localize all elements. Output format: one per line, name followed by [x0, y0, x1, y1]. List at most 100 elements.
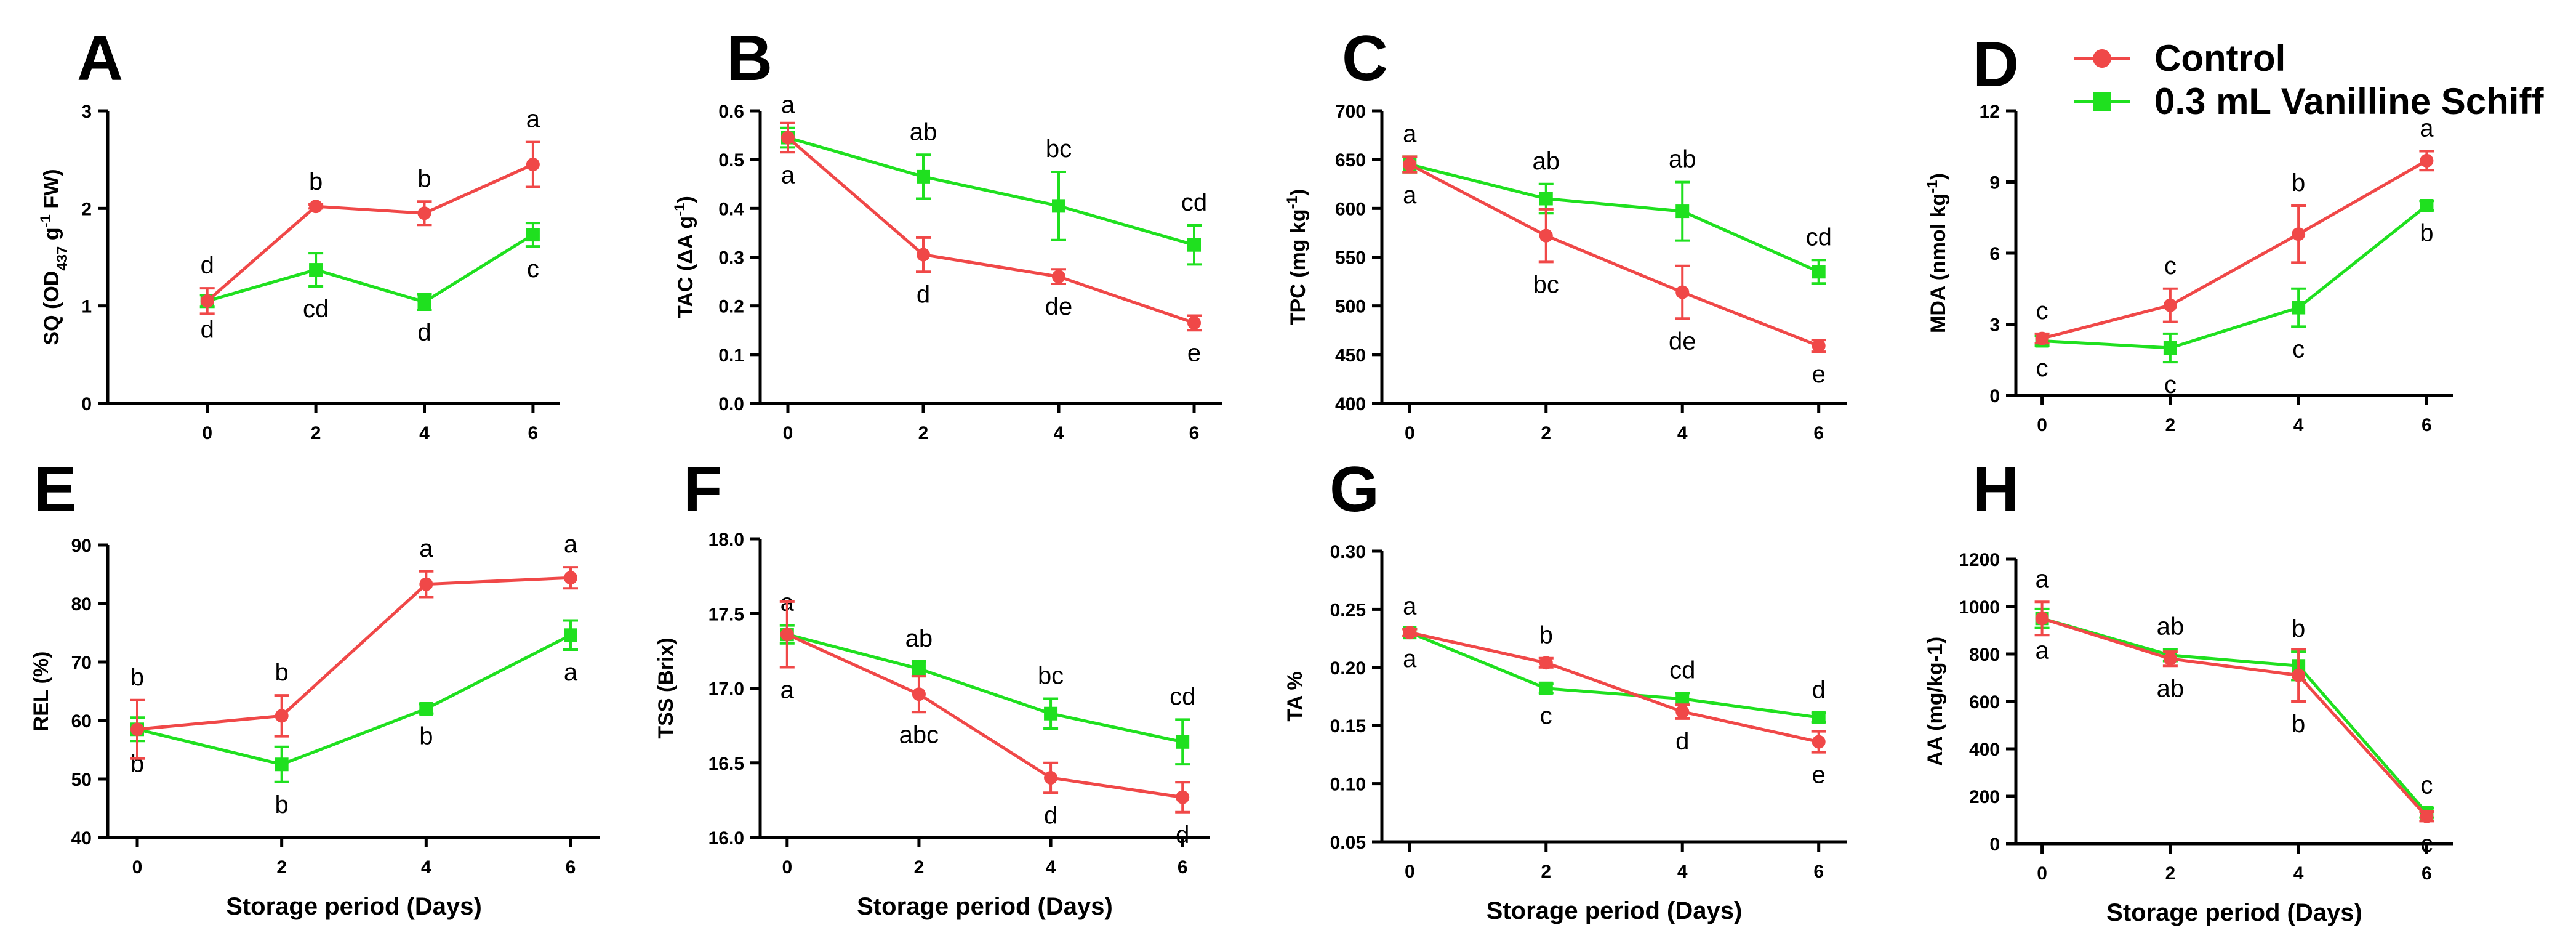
significance-label: b	[417, 165, 431, 192]
data-point	[1176, 735, 1190, 749]
data-point	[2292, 301, 2306, 315]
data-point	[419, 577, 433, 591]
data-point	[1187, 316, 1201, 330]
x-tick-label: 2	[1541, 862, 1551, 882]
series-line	[1409, 631, 1820, 744]
y-tick-label: 50	[71, 770, 92, 790]
panel-letter: A	[77, 23, 123, 94]
data-point	[564, 628, 577, 642]
x-tick-label: 6	[2422, 863, 2432, 884]
data-point	[1187, 238, 1201, 252]
x-tick-label: 2	[276, 857, 287, 878]
data-point	[917, 169, 930, 184]
data-point	[1403, 158, 1417, 172]
significance-label: a	[564, 659, 578, 686]
significance-label: c	[2036, 355, 2048, 382]
series-line	[2041, 159, 2428, 341]
x-tick-label: 2	[2165, 863, 2176, 884]
y-tick-label: 0.3	[718, 248, 744, 269]
data-point	[2035, 331, 2049, 345]
significance-label: a	[2035, 637, 2049, 664]
significance-label: d	[201, 316, 214, 343]
significance-label: b	[419, 723, 433, 750]
y-tick-label: 0.25	[1330, 600, 1366, 620]
y-tick-label: 600	[1335, 199, 1366, 219]
legend-label: 0.3 mL Vanilline Schiff	[2154, 81, 2544, 122]
significance-label: b	[130, 750, 144, 777]
y-tick-label: 16.5	[708, 754, 744, 774]
x-tick-label: 6	[566, 857, 576, 878]
data-point	[780, 628, 794, 642]
series-line	[137, 634, 572, 766]
significance-label: de	[1045, 293, 1073, 320]
y-tick-label: 60	[71, 711, 92, 732]
significance-label: cd	[1669, 656, 1695, 684]
y-tick-label: 400	[1969, 740, 2000, 760]
series-line	[787, 136, 1195, 325]
y-tick-label: 12	[1980, 102, 2000, 122]
data-point	[2292, 668, 2306, 682]
panel-letter: C	[1342, 23, 1388, 94]
x-tick-label: 6	[1813, 423, 1824, 443]
significance-label: ab	[2157, 675, 2185, 702]
significance-label: c	[2164, 371, 2177, 398]
data-point	[1539, 681, 1553, 695]
data-point	[130, 722, 144, 737]
y-axis-label: MDA (nmol kg-1)	[1924, 173, 1951, 333]
significance-label: b	[2292, 169, 2305, 196]
significance-label: cd	[1181, 189, 1207, 216]
y-tick-label: 1200	[1959, 550, 2000, 570]
y-tick-label: 3	[1989, 315, 2000, 336]
y-tick-label: 200	[1969, 787, 2000, 807]
significance-label: c	[2036, 297, 2048, 325]
significance-label: a	[781, 161, 795, 188]
significance-label: b	[1539, 622, 1553, 649]
data-point	[781, 131, 795, 145]
data-point	[912, 661, 926, 676]
data-point	[912, 687, 926, 701]
panel-letter: H	[1973, 454, 2019, 525]
data-point	[2420, 199, 2434, 212]
panel-letter: B	[726, 23, 772, 94]
significance-label: d	[201, 252, 214, 279]
y-tick-label: 450	[1335, 345, 1366, 366]
series-line	[1409, 631, 1820, 719]
series-control: b b a a	[130, 531, 578, 760]
significance-label: b	[2420, 220, 2433, 247]
panel-letter: G	[1330, 454, 1379, 525]
y-tick-label: 17.5	[708, 604, 744, 624]
x-tick-label: 6	[1813, 862, 1824, 882]
y-axis-label: TPC (mg kg-1)	[1284, 189, 1310, 326]
x-tick-label: 0	[782, 857, 792, 878]
data-point	[1812, 710, 1826, 724]
data-point	[275, 757, 289, 772]
significance-label: c	[2420, 830, 2433, 857]
significance-label: ab	[2157, 613, 2185, 640]
significance-label: a	[526, 106, 540, 133]
y-axis-label: REL (%)	[30, 652, 53, 732]
series-control: a b d e	[1402, 592, 1826, 789]
panel-f: F 16.0 16.5 17.0 17.5 18.0 0 2 4 6 Storage period …	[654, 454, 1210, 920]
significance-label: d	[1812, 676, 1826, 703]
y-tick-label: 16.0	[708, 828, 744, 849]
x-axis-label: Storage period (Days)	[2106, 899, 2362, 926]
significance-label: cd	[303, 296, 329, 323]
significance-label: de	[1669, 328, 1696, 355]
legend-label: Control	[2154, 38, 2285, 79]
significance-label: a	[781, 92, 795, 119]
significance-label: bc	[1046, 135, 1072, 163]
data-point	[200, 294, 214, 308]
data-point	[2420, 153, 2434, 168]
significance-label: d	[1176, 822, 1189, 849]
x-tick-label: 4	[1677, 862, 1688, 882]
y-tick-label: 0.20	[1330, 658, 1366, 679]
significance-label: bc	[1533, 271, 1559, 298]
significance-label: c	[527, 256, 539, 283]
x-tick-label: 4	[421, 857, 431, 878]
data-point	[526, 158, 540, 172]
x-tick-label: 4	[1677, 423, 1688, 443]
y-tick-label: 0.4	[718, 199, 744, 219]
